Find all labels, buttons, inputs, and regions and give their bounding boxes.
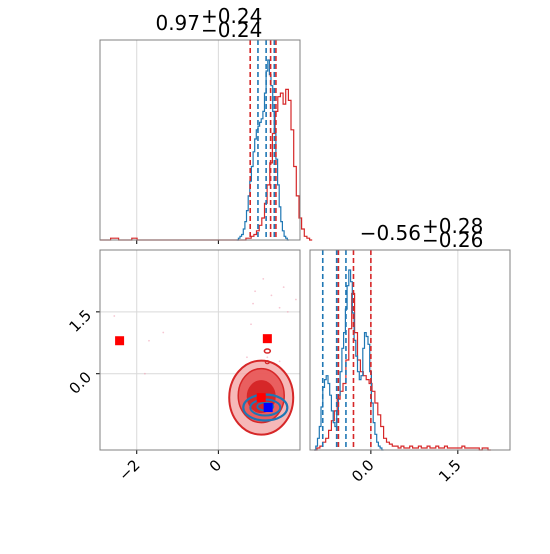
joint-scatter-point-8 [148,339,150,342]
joint-scatter-point-9 [162,331,165,334]
marginal-2-tick-label-0: 0.0 [348,456,378,486]
joint-x-tick-label-0: −2 [115,456,143,484]
marginal-2-tick-label-1: 1.5 [435,456,465,486]
joint-y-tick-label-1: 0.0 [65,368,95,398]
joint-scatter-point-1 [262,277,265,280]
joint-marker-0-0 [115,336,125,346]
joint-scatter-point-13 [266,356,269,359]
joint-scatter-point-7 [113,315,116,317]
joint-contour-island-2 [264,360,270,365]
joint-x-tick-label-1: 0 [206,456,225,475]
joint-frame [99,249,301,451]
marginal-1-title-value: 0.97 [155,11,200,35]
marginal-1-series-group [100,59,313,241]
joint-scatter-point-6 [286,310,289,313]
marginal-2-series-group [314,269,491,451]
joint-scatter-point-12 [143,372,146,375]
joint-scatter-point-3 [278,306,281,309]
joint-scatter-point-2 [270,294,273,297]
marginal-1-series-1 [236,59,289,241]
joint-contour-island [263,348,272,354]
joint-marker-1-0 [263,403,273,413]
panels-layer: −2 0 1.5 0.0 0.0 1.5 [65,39,511,486]
joint-scatter-point-4 [252,302,254,305]
joint-y-tick-label-0: 1.5 [65,306,95,336]
joint-scatter-point-15 [246,356,248,359]
marginal-2-title-minus: −0.26 [422,228,483,252]
joint-scatter-point-10 [250,323,252,326]
joint-scatter-point-14 [278,360,281,363]
joint-scatter-point-5 [282,286,285,289]
marginal-2-title-value: −0.56 [360,221,421,245]
marginal-1-frame [99,39,301,241]
marginal-2-title-plus: +0.28 [422,214,483,238]
marginal-1-title: 0.97 [155,11,200,35]
marginal-1-title-minus: −0.24 [201,18,262,42]
joint-marker-0-2 [256,393,266,403]
marginal-2-frame [309,249,511,451]
joint-scatter-point-11 [295,298,297,301]
joint-marker-0-1 [262,334,272,344]
marginal-1-title-plus: +0.24 [201,4,262,28]
joint-scatter-point-0 [254,290,257,293]
